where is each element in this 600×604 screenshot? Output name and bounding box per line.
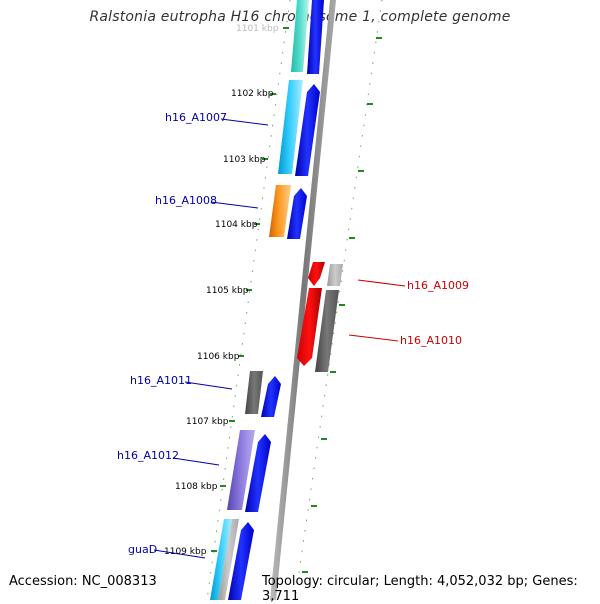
orf-orange-1104 bbox=[269, 185, 291, 237]
forward-track-a bbox=[210, 0, 309, 600]
leader-h16_A1007 bbox=[220, 118, 269, 126]
gene-label-h16_A1008[interactable]: h16_A1008 bbox=[155, 194, 217, 207]
cds-h16_A1011 bbox=[261, 376, 281, 417]
chromosome-backbone bbox=[270, 0, 336, 600]
kbp-label-1102: 1102 kbp bbox=[231, 89, 274, 99]
tick-marks bbox=[211, 27, 382, 573]
leader-h16_A1011 bbox=[184, 381, 233, 390]
gene-label-h16_A1010[interactable]: h16_A1010 bbox=[400, 334, 462, 347]
orf-purple-1107 bbox=[227, 430, 255, 510]
leader-h16_A1012 bbox=[172, 457, 220, 466]
gene-label-h16_A1009[interactable]: h16_A1009 bbox=[407, 279, 469, 292]
gene-label-h16_A1012[interactable]: h16_A1012 bbox=[117, 449, 179, 462]
orf-cyan-1109 bbox=[210, 519, 232, 600]
leader-guaD bbox=[153, 549, 206, 559]
kbp-labels: 1101 kbp 1102 kbp 1103 kbp 1104 kbp 1105… bbox=[164, 24, 279, 557]
cds-h16_A1012 bbox=[245, 434, 271, 512]
gene-label-h16_A1007[interactable]: h16_A1007 bbox=[165, 111, 227, 124]
orf-teal-1101 bbox=[291, 0, 309, 72]
gene-labels: h16_A1007 h16_A1008 h16_A1009 h16_A1010 … bbox=[117, 111, 469, 559]
orf-red-1009 bbox=[308, 262, 325, 286]
leader-h16_A1008 bbox=[210, 201, 259, 209]
kbp-label-1105: 1105 kbp bbox=[206, 286, 249, 296]
reverse-track bbox=[297, 262, 343, 372]
kbp-label-1103: 1103 kbp bbox=[223, 155, 266, 165]
kbp-label-1109: 1109 kbp bbox=[164, 547, 207, 557]
cds-track bbox=[228, 0, 324, 600]
guide-lines bbox=[206, 0, 383, 600]
kbp-label-1106: 1106 kbp bbox=[197, 352, 240, 362]
kbp-label-1108: 1108 kbp bbox=[175, 482, 218, 492]
kbp-label-1107: 1107 kbp bbox=[186, 417, 229, 427]
accession-text: Accession: NC_008313 bbox=[9, 574, 157, 589]
cds-guaD bbox=[228, 522, 254, 600]
kbp-label-1104: 1104 kbp bbox=[215, 220, 258, 230]
gene-label-guaD[interactable]: guaD bbox=[128, 543, 157, 556]
cds-h16_A1007 bbox=[295, 84, 320, 176]
orf-lightgray-1009 bbox=[327, 264, 343, 286]
kbp-label-1101: 1101 kbp bbox=[236, 24, 279, 34]
orf-cyan-1102 bbox=[278, 80, 303, 174]
inner-guide-line bbox=[206, 0, 291, 600]
leader-h16_A1010 bbox=[348, 334, 399, 342]
cds-1101 bbox=[307, 0, 324, 74]
leader-h16_A1009 bbox=[357, 279, 406, 287]
cds-h16_A1008 bbox=[287, 188, 307, 239]
orf-lightgray-1109 bbox=[218, 519, 239, 600]
gene-label-h16_A1011[interactable]: h16_A1011 bbox=[130, 374, 192, 387]
outer-guide-line bbox=[294, 0, 383, 600]
orf-gray-1010 bbox=[315, 290, 339, 372]
orf-gray-1106 bbox=[245, 371, 263, 414]
orf-red-1010 bbox=[297, 288, 322, 366]
